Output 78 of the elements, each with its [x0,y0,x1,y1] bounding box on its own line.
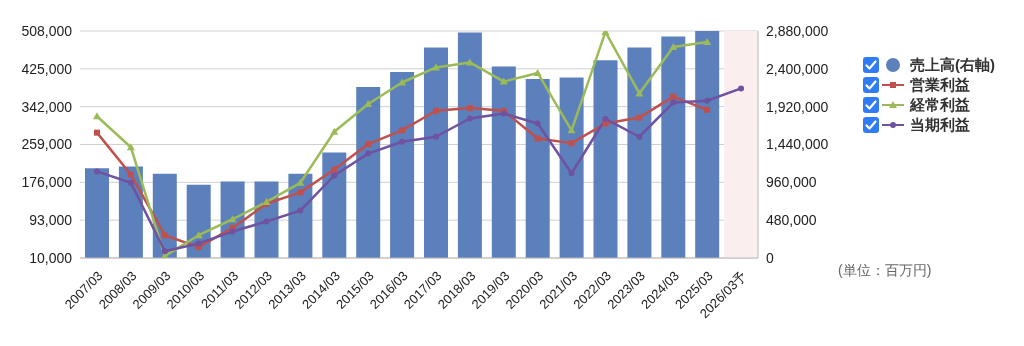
point [195,240,202,247]
point [127,171,134,178]
point [126,143,135,151]
bar [322,152,347,258]
y2-tick-label: 2,400,000 [766,60,829,77]
point [703,37,712,45]
y2-tick-label: 960,000 [766,174,817,191]
bar [593,60,618,258]
y-tick-label: 508,000 [21,22,73,39]
point [533,68,542,76]
y2-tick-label: 0 [766,249,774,266]
bar [525,79,550,258]
legend-label: 営業利益 [910,75,970,95]
point [704,97,711,104]
legend-label: 経常利益 [910,95,970,115]
y2-tick-label: 2,880,000 [766,22,829,39]
bar [424,47,448,258]
point [534,135,541,142]
point [127,179,134,186]
bar [627,47,652,258]
point [365,150,372,157]
point [364,99,373,107]
point [297,207,304,214]
y-tick-label: 259,000 [21,136,73,153]
point [331,172,338,179]
y-tick-label: 176,000 [21,174,73,191]
y-tick-label: 425,000 [21,60,73,77]
point [399,127,406,134]
bar [559,77,584,258]
y-tick-label: 93,000 [29,212,73,229]
y2-tick-label: 1,920,000 [766,98,829,115]
point [161,248,168,255]
point [228,215,237,223]
point [92,112,101,120]
point [466,115,473,122]
text: (単位：百万円) [838,262,932,280]
point [466,105,473,112]
bar [85,168,109,258]
point [194,231,203,239]
legend-label: 売上高(右軸) [910,55,995,75]
point [297,189,304,196]
point [568,140,575,147]
bar [356,86,381,258]
point [398,78,407,86]
y-tick-label: 10,000 [29,249,73,266]
point [670,93,677,100]
point [738,85,745,92]
point [602,115,609,122]
point [330,127,339,135]
y2-tick-label: 1,440,000 [766,136,829,153]
point [704,106,711,113]
point [568,170,575,177]
point [499,77,508,85]
point [161,232,168,239]
point [602,120,609,127]
point [636,133,643,140]
point [93,168,100,175]
bar [695,31,720,258]
y-tick-label: 342,000 [21,98,73,115]
bar [661,36,686,258]
point [432,133,439,140]
point [331,166,338,173]
bar [491,66,516,258]
bar [390,71,415,258]
point [669,42,678,50]
point [534,120,541,127]
point [296,178,305,186]
point [365,141,372,148]
point [399,138,406,145]
point [432,107,439,114]
point [636,114,643,121]
point [263,218,270,225]
y2-tick-label: 480,000 [766,212,817,229]
bar [457,32,482,258]
legend-label: 当期利益 [910,115,970,135]
point [229,228,236,235]
point [670,99,677,106]
point [93,129,100,136]
